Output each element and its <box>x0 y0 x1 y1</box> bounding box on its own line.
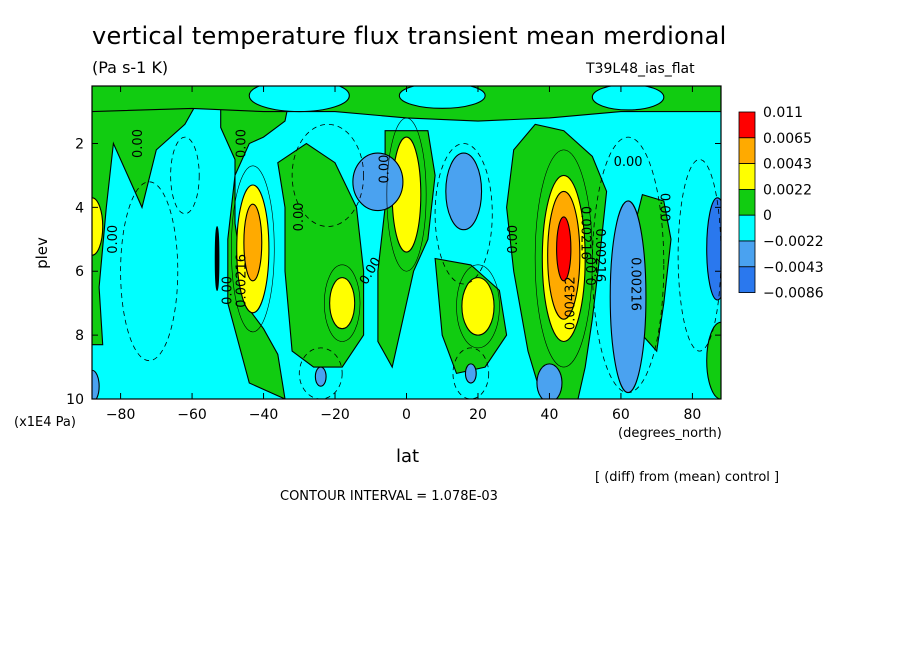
dashed-contour-3 <box>591 136 665 394</box>
max-nh-sub <box>461 277 495 336</box>
max-sh-sub <box>329 277 356 330</box>
thin-contour-3 <box>456 264 500 349</box>
y-tick-label: 6 <box>75 264 84 280</box>
dashed-contour-0 <box>120 181 179 362</box>
x-tick-label: 40 <box>541 407 559 423</box>
filled-contours <box>92 86 721 399</box>
region-neg-top-1 <box>248 86 350 113</box>
contour-labels: 0.00 0.000.000.000.000.000.000.000.000.00… <box>106 129 671 330</box>
colorbar-label: 0.0065 <box>763 131 812 147</box>
min-sp-bottom <box>92 369 100 399</box>
region-neg-top-3 <box>591 86 665 111</box>
contour-label: 0.00 <box>292 202 307 231</box>
contour-label: 0.00432 <box>563 276 578 330</box>
chart-title: vertical temperature flux transient mean… <box>92 22 727 50</box>
thin-contour-0 <box>231 165 275 333</box>
x-axis-unit: (degrees_north) <box>618 426 722 441</box>
y-tick-label: 10 <box>66 392 84 408</box>
y-tick-label: 2 <box>75 136 84 152</box>
x-tick-label: −40 <box>249 407 279 423</box>
chart-units: (Pa s-1 K) <box>92 58 169 77</box>
x-tick-label: −60 <box>177 407 207 423</box>
colorbar-bin <box>738 111 756 139</box>
contour-lines <box>120 117 721 399</box>
dashed-contour-2 <box>434 143 493 285</box>
contour-label: 0.00 <box>585 257 600 286</box>
min-np <box>706 197 721 301</box>
colorbar-label: −0.0043 <box>763 260 824 276</box>
x-tick-label: 80 <box>683 407 701 423</box>
colorbar-label: 0 <box>763 208 772 224</box>
colorbar-label: 0.011 <box>763 105 803 121</box>
min-eq-left <box>352 152 404 212</box>
y-tick-label: 8 <box>75 328 84 344</box>
diff-note: [ (diff) from (mean) control ] <box>595 470 780 485</box>
colorbar-label: −0.0022 <box>763 234 824 250</box>
axes: −80 −60 −40 −20 0 20 40 60 80 2 4 6 8 10 <box>66 86 721 423</box>
colorbar-label: 0.0043 <box>763 157 812 173</box>
thin-feature <box>214 225 220 291</box>
region-pos-sh-midlat <box>220 86 293 399</box>
max-nh-midlat-core <box>556 216 572 282</box>
contour-label: 0.00216 <box>592 228 607 282</box>
contour-label: 0.00 <box>106 225 121 254</box>
colorbar-bin <box>738 137 756 165</box>
contour-label: 0.00216 <box>578 206 593 260</box>
contour-label: 0.00216 <box>628 257 643 311</box>
y-tick-label: 4 <box>75 200 84 216</box>
max-sh-midlat-core <box>243 203 263 282</box>
thin-contour-2 <box>386 117 427 272</box>
x-tick-label: 0 <box>402 407 411 423</box>
dashed-contour-1 <box>291 123 365 227</box>
x-axis-label: lat <box>396 446 420 467</box>
colorbar-bin <box>738 188 756 216</box>
dashed-contour-7 <box>677 159 721 352</box>
contour-label: 0.00 <box>506 225 521 254</box>
run-name: T39L48_ias_flat <box>586 61 695 77</box>
min-eq-right <box>445 152 483 231</box>
contour-label: 0.00 <box>235 129 250 158</box>
x-tick-label: 60 <box>612 407 630 423</box>
y-axis-unit: (x1E4 Pa) <box>14 415 76 430</box>
min-nh-bottom <box>536 363 563 399</box>
colorbar-bin <box>738 163 756 190</box>
contour-label: 0.00 <box>220 276 235 305</box>
dashed-contour-6 <box>170 136 200 215</box>
region-neg-top-2 <box>398 86 486 109</box>
x-tick-label: 20 <box>469 407 487 423</box>
dashed-contour-5 <box>452 347 490 399</box>
region-pos-sh-polar <box>92 86 208 346</box>
contour-label: 0.00 <box>614 155 643 170</box>
colorbar-bin <box>738 240 756 268</box>
contour-interval: CONTOUR INTERVAL = 1.078E-03 <box>280 489 498 504</box>
min-nh-bottom-small <box>464 363 477 384</box>
contour-label: 0.00 <box>656 193 671 222</box>
colorbar-bin <box>738 266 756 293</box>
min-sh-bottom <box>314 366 327 387</box>
colorbar: 0.011 0.0065 0.0043 0.0022 0 −0.0022 −0.0043 −0… <box>738 105 824 302</box>
colorbar-label: 0.0022 <box>763 182 812 198</box>
colorbar-bin <box>738 214 756 242</box>
y-axis-label: plev <box>32 237 51 269</box>
contour-label: 0.00 <box>131 129 146 158</box>
contour-label: 0.00 <box>378 155 393 184</box>
contour-label: 0.00216 <box>235 254 250 308</box>
colorbar-label: −0.0086 <box>763 286 824 302</box>
x-tick-label: −80 <box>106 407 136 423</box>
thin-contour-1 <box>534 149 593 368</box>
x-tick-label: −20 <box>320 407 350 423</box>
thin-contour-4 <box>324 264 361 342</box>
